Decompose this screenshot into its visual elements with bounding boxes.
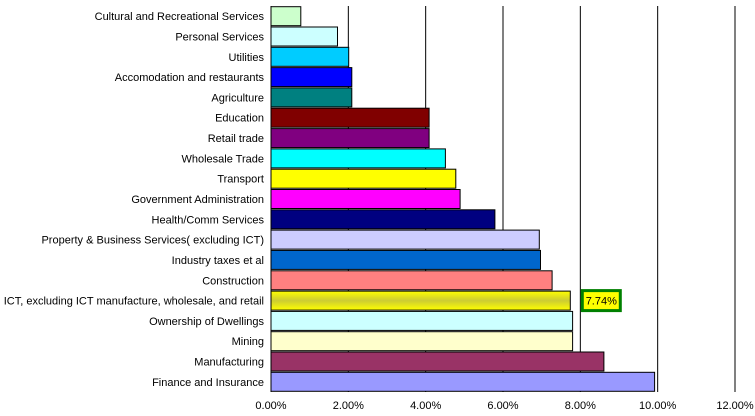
bar: [270, 128, 430, 149]
category-label: Education: [215, 113, 264, 125]
bar: [270, 229, 540, 250]
x-tick-label: 10.00%: [639, 400, 677, 412]
bar: [270, 351, 605, 372]
category-label: Cultural and Recreational Services: [95, 11, 265, 23]
callout-label: 7.74%: [586, 296, 617, 308]
bar: [270, 371, 656, 392]
category-label: Finance and Insurance: [152, 377, 264, 389]
category-label: Industry taxes et al: [172, 255, 264, 267]
bar: [270, 290, 571, 311]
bars: [270, 6, 656, 392]
category-label: Retail trade: [208, 133, 264, 145]
x-tick-label: 4.00%: [410, 400, 441, 412]
bar: [270, 310, 574, 331]
bar: [270, 26, 338, 47]
x-axis-ticks: 0.00% 2.00% 4.00% 6.00% 8.00% 10.00% 12.00%: [255, 400, 753, 412]
category-labels: Cultural and Recreational Services Person…: [4, 11, 265, 389]
category-label: ICT, excluding ICT manufacture, wholesal…: [4, 296, 264, 308]
category-label: Health/Comm Services: [152, 214, 265, 226]
category-label: Wholesale Trade: [181, 153, 264, 165]
category-label: Construction: [202, 275, 264, 287]
category-label: Ownership of Dwellings: [149, 316, 264, 328]
x-tick-label: 0.00%: [255, 400, 286, 412]
bar: [270, 270, 553, 291]
bar: [270, 46, 350, 67]
category-label: Accomodation and restaurants: [115, 72, 265, 84]
bar: [270, 189, 461, 209]
bar: [270, 168, 457, 189]
category-label: Manufacturing: [194, 357, 264, 369]
category-label: Property & Business Services( excluding …: [41, 235, 264, 247]
callout-box: [580, 289, 622, 313]
bar: [270, 209, 496, 230]
category-label: Transport: [217, 174, 264, 186]
bar: [270, 148, 446, 169]
bar: [270, 331, 574, 352]
bar: [270, 67, 353, 88]
x-tick-label: 2.00%: [333, 400, 364, 412]
highlight-callout: 7.74%: [580, 289, 622, 313]
category-label: Agriculture: [211, 92, 264, 104]
category-label: Personal Services: [175, 32, 264, 44]
x-tick-label: 12.00%: [716, 400, 754, 412]
bar: [270, 87, 353, 108]
x-tick-label: 8.00%: [565, 400, 596, 412]
category-label: Mining: [232, 336, 264, 348]
x-tick-label: 6.00%: [487, 400, 518, 412]
category-label: Utilities: [229, 52, 265, 64]
bar: [270, 249, 541, 270]
category-label: Government Administration: [131, 194, 264, 206]
bar: [270, 107, 430, 128]
bar: [270, 6, 302, 27]
